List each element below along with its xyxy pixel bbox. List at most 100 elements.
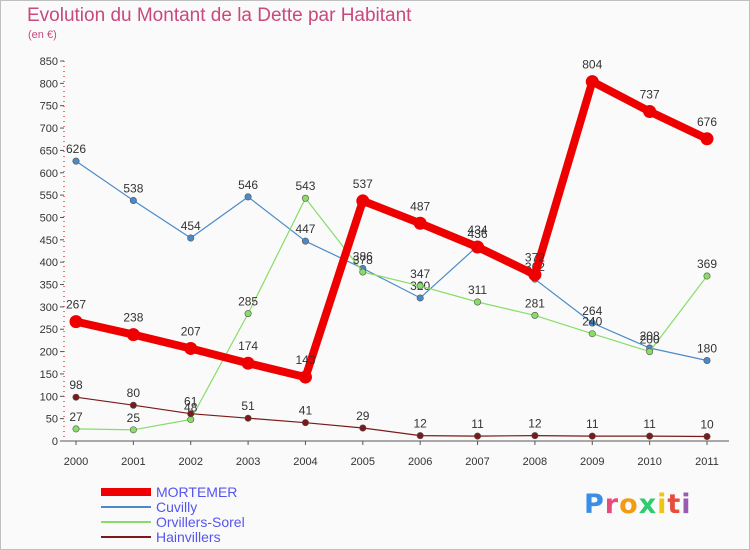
x-tick-label: 2009 [580,456,604,468]
data-point-cuvilly [416,294,424,302]
data-label-hainvillers: 80 [127,386,141,400]
data-point-orvillers-sorel [129,426,137,434]
legend-swatch [101,536,151,538]
y-tick-label: 450 [40,235,58,247]
y-tick-label: 150 [40,369,58,381]
x-tick-label: 2004 [293,456,317,468]
y-tick-label: 700 [40,123,58,135]
data-point-cuvilly [187,234,195,242]
x-tick-label: 2003 [236,456,260,468]
data-point-orvillers-sorel [72,425,80,433]
data-label-cuvilly: 626 [66,142,86,156]
data-label-cuvilly: 447 [295,222,315,236]
x-tick-label: 2011 [695,456,719,468]
data-label-orvillers-sorel: 48 [184,401,198,415]
data-label-mortemer: 143 [295,353,315,367]
y-tick-label: 850 [40,56,58,68]
logo-letter: i [657,489,668,520]
data-label-orvillers-sorel: 378 [353,253,373,267]
data-label-orvillers-sorel: 200 [640,333,660,347]
data-label-mortemer: 207 [181,324,201,338]
data-point-cuvilly [129,196,137,204]
data-point-hainvillers [301,419,309,427]
data-label-orvillers-sorel: 25 [127,411,141,425]
logo-letter: P [584,489,605,520]
data-point-orvillers-sorel [703,272,711,280]
data-label-orvillers-sorel: 543 [295,179,315,193]
data-point-orvillers-sorel [301,194,309,202]
data-point-mortemer [356,194,370,208]
data-label-hainvillers: 11 [586,417,599,431]
data-label-cuvilly: 546 [238,178,258,192]
data-label-orvillers-sorel: 369 [697,257,717,271]
data-point-mortemer [528,268,542,282]
y-tick-label: 400 [40,257,58,269]
chart-title: Evolution du Montant de la Dette par Hab… [27,5,412,26]
data-point-hainvillers [588,432,596,440]
logo-letter: x [638,489,658,520]
y-tick-label: 600 [40,168,58,180]
data-label-hainvillers: 41 [299,404,313,418]
data-point-hainvillers [244,414,252,422]
y-tick-label: 500 [40,212,58,224]
series-line-orvillers-sorel [75,197,708,431]
y-tick-label: 200 [40,347,58,359]
x-tick-label: 2008 [523,456,547,468]
data-label-hainvillers: 11 [471,417,484,431]
data-point-cuvilly [703,357,711,365]
data-label-mortemer: 267 [66,298,86,312]
data-point-orvillers-sorel [187,416,195,424]
data-point-hainvillers [703,433,711,441]
data-point-hainvillers [129,401,137,409]
data-label-mortemer: 372 [525,251,545,265]
data-label-hainvillers: 12 [414,417,428,431]
data-point-orvillers-sorel [531,311,539,319]
data-point-mortemer [700,132,714,146]
data-label-cuvilly: 436 [468,227,488,241]
data-point-orvillers-sorel [244,310,252,318]
data-label-mortemer: 434 [468,223,488,237]
data-point-orvillers-sorel [474,298,482,306]
x-tick-label: 2010 [637,456,661,468]
legend-label: MORTEMER [156,484,238,500]
y-tick-label: 0 [52,436,58,448]
data-point-mortemer [298,370,312,384]
data-point-orvillers-sorel [359,268,367,276]
data-point-cuvilly [244,193,252,201]
logo-letter: t [667,489,682,520]
legend-swatch [101,506,151,508]
y-tick-label: 50 [46,414,58,426]
legend-swatch [101,521,151,523]
y-tick-label: 750 [40,101,58,113]
data-point-mortemer [241,356,255,370]
data-point-mortemer [184,341,198,355]
data-label-mortemer: 537 [353,177,373,191]
data-label-hainvillers: 29 [356,409,370,423]
data-label-hainvillers: 51 [241,399,255,413]
y-tick-label: 350 [40,280,58,292]
data-label-mortemer: 676 [697,115,717,129]
logo-letter: r [604,489,620,520]
data-point-orvillers-sorel [646,348,654,356]
y-tick-label: 100 [40,391,58,403]
data-point-hainvillers [359,424,367,432]
data-point-hainvillers [646,432,654,440]
series-line-mortemer [72,77,711,382]
data-label-orvillers-sorel: 347 [410,267,430,281]
data-point-mortemer [471,240,485,254]
data-point-mortemer [643,105,657,119]
y-tick-label: 300 [40,302,58,314]
x-tick-label: 2007 [465,456,489,468]
data-label-cuvilly: 538 [123,181,143,195]
y-tick-label: 650 [40,145,58,157]
data-point-orvillers-sorel [416,282,424,290]
data-label-orvillers-sorel: 285 [238,295,258,309]
data-label-cuvilly: 386 [353,249,373,263]
data-label-orvillers-sorel: 27 [69,410,83,424]
series-line-cuvilly [75,160,708,362]
data-point-cuvilly [588,319,596,327]
data-point-mortemer [69,315,83,329]
logo-letter: i [681,489,692,520]
